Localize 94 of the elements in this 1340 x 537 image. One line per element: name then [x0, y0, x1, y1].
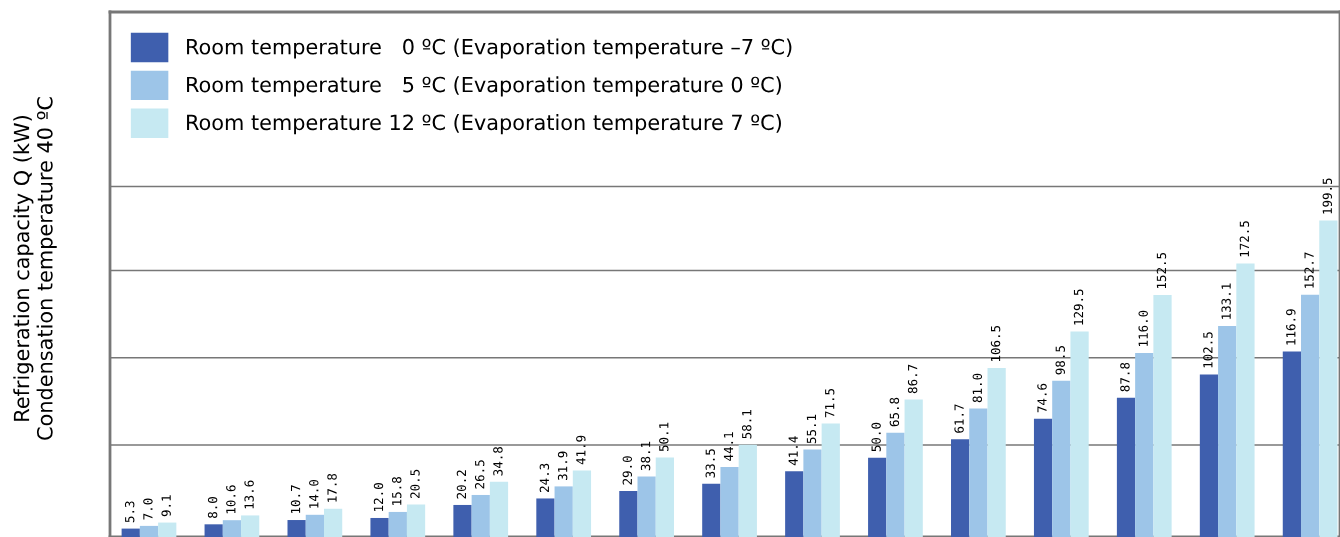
- legend-label: Room temperature 0 ºC (Evaporation temperature –7 ºC): [187, 38, 792, 59]
- bar: [619, 491, 638, 537]
- data-label: 55.1: [806, 414, 817, 444]
- data-label: 13.6: [244, 480, 254, 509]
- data-label: 86.7: [907, 364, 918, 394]
- bar: [139, 525, 159, 537]
- bar: [388, 511, 407, 537]
- bar: [1236, 263, 1255, 537]
- data-label: 31.9: [557, 451, 568, 481]
- data-label: 9.1: [161, 495, 171, 517]
- bar: [158, 522, 177, 537]
- data-label: 98.5: [1055, 346, 1065, 375]
- bar: [1052, 380, 1071, 537]
- bar: [121, 528, 140, 537]
- bar: [554, 486, 573, 537]
- data-label: 5.3: [124, 501, 135, 523]
- bar: [1218, 325, 1237, 537]
- bar: [536, 498, 555, 537]
- data-label: 129.5: [1073, 289, 1084, 325]
- bar: [1199, 374, 1219, 537]
- data-label: 33.5: [705, 449, 715, 478]
- data-label: 38.1: [640, 441, 651, 471]
- bar: [738, 444, 757, 537]
- data-label: 87.8: [1120, 362, 1130, 392]
- bar: [1301, 294, 1320, 537]
- bar: [720, 467, 739, 537]
- data-label: 199.5: [1322, 178, 1333, 214]
- data-label: 24.3: [539, 463, 550, 492]
- bar: [453, 504, 472, 537]
- bar: [1135, 353, 1154, 537]
- data-label: 10.6: [226, 485, 236, 514]
- y-axis-title: Refrigeration capacity Q (kW) Condensation temperature 40 ºC: [13, 97, 57, 440]
- data-label: 34.8: [493, 446, 503, 476]
- data-label: 74.6: [1037, 383, 1047, 413]
- bar: [489, 481, 509, 537]
- bar: [287, 520, 306, 537]
- data-label: 17.8: [327, 473, 337, 502]
- data-label: 116.0: [1138, 310, 1148, 346]
- data-label: 8.0: [207, 496, 218, 518]
- bar: [471, 494, 490, 537]
- data-label: 116.9: [1286, 309, 1296, 345]
- bar: [987, 368, 1006, 537]
- bar: [222, 520, 242, 537]
- data-label: 41.9: [576, 435, 586, 465]
- bar: [1116, 397, 1136, 537]
- legend-label: Room temperature 12 ºC (Evaporation temperature 7 ºC): [187, 114, 781, 135]
- bar: [1153, 295, 1172, 537]
- data-label: 152.5: [1156, 252, 1167, 289]
- data-label: 50.1: [659, 422, 669, 452]
- data-label: 10.7: [290, 485, 301, 513]
- bar: [904, 399, 923, 537]
- data-label: 15.8: [392, 477, 402, 505]
- bar: [1282, 351, 1302, 537]
- bar: [370, 517, 389, 537]
- data-label: 29.0: [622, 456, 633, 485]
- data-label: 65.8: [889, 397, 900, 427]
- bar: [821, 423, 840, 537]
- bar: [868, 457, 887, 537]
- data-label: 14.0: [309, 479, 319, 508]
- data-label: 12.0: [373, 483, 384, 511]
- bar: [1319, 220, 1338, 537]
- data-label: 71.5: [825, 388, 835, 418]
- data-label: 152.7: [1304, 252, 1314, 288]
- bar: [702, 483, 721, 537]
- legend-label: Room temperature 5 ºC (Evaporation temperature 0 ºC): [187, 76, 781, 97]
- bar: [969, 408, 988, 537]
- bar: [204, 524, 223, 537]
- data-label: 102.5: [1203, 332, 1213, 368]
- data-label: 133.1: [1221, 283, 1231, 319]
- bar: [323, 508, 343, 537]
- data-label: 7.0: [143, 498, 153, 520]
- bar: [637, 476, 656, 537]
- data-label: 172.5: [1239, 221, 1250, 257]
- data-label: 41.4: [788, 436, 798, 466]
- bar: [886, 432, 905, 537]
- data-label: 50.0: [871, 422, 881, 452]
- bar: [803, 449, 822, 537]
- data-label: 58.1: [742, 410, 752, 439]
- bar: [572, 470, 592, 537]
- data-label: 26.5: [474, 460, 485, 489]
- bar: [241, 515, 260, 537]
- data-label: 106.5: [990, 325, 1001, 362]
- bar: [951, 439, 970, 537]
- bar: [305, 514, 324, 537]
- data-label: 20.5: [410, 469, 420, 498]
- bar: [1033, 418, 1053, 537]
- data-label: 44.1: [723, 432, 734, 461]
- data-label: 81.0: [972, 373, 983, 403]
- bar: [655, 457, 674, 537]
- bar: [1070, 331, 1089, 537]
- data-label: 61.7: [954, 404, 964, 433]
- bar: [785, 471, 804, 537]
- data-label: 20.2: [456, 470, 467, 499]
- bar: [406, 504, 426, 537]
